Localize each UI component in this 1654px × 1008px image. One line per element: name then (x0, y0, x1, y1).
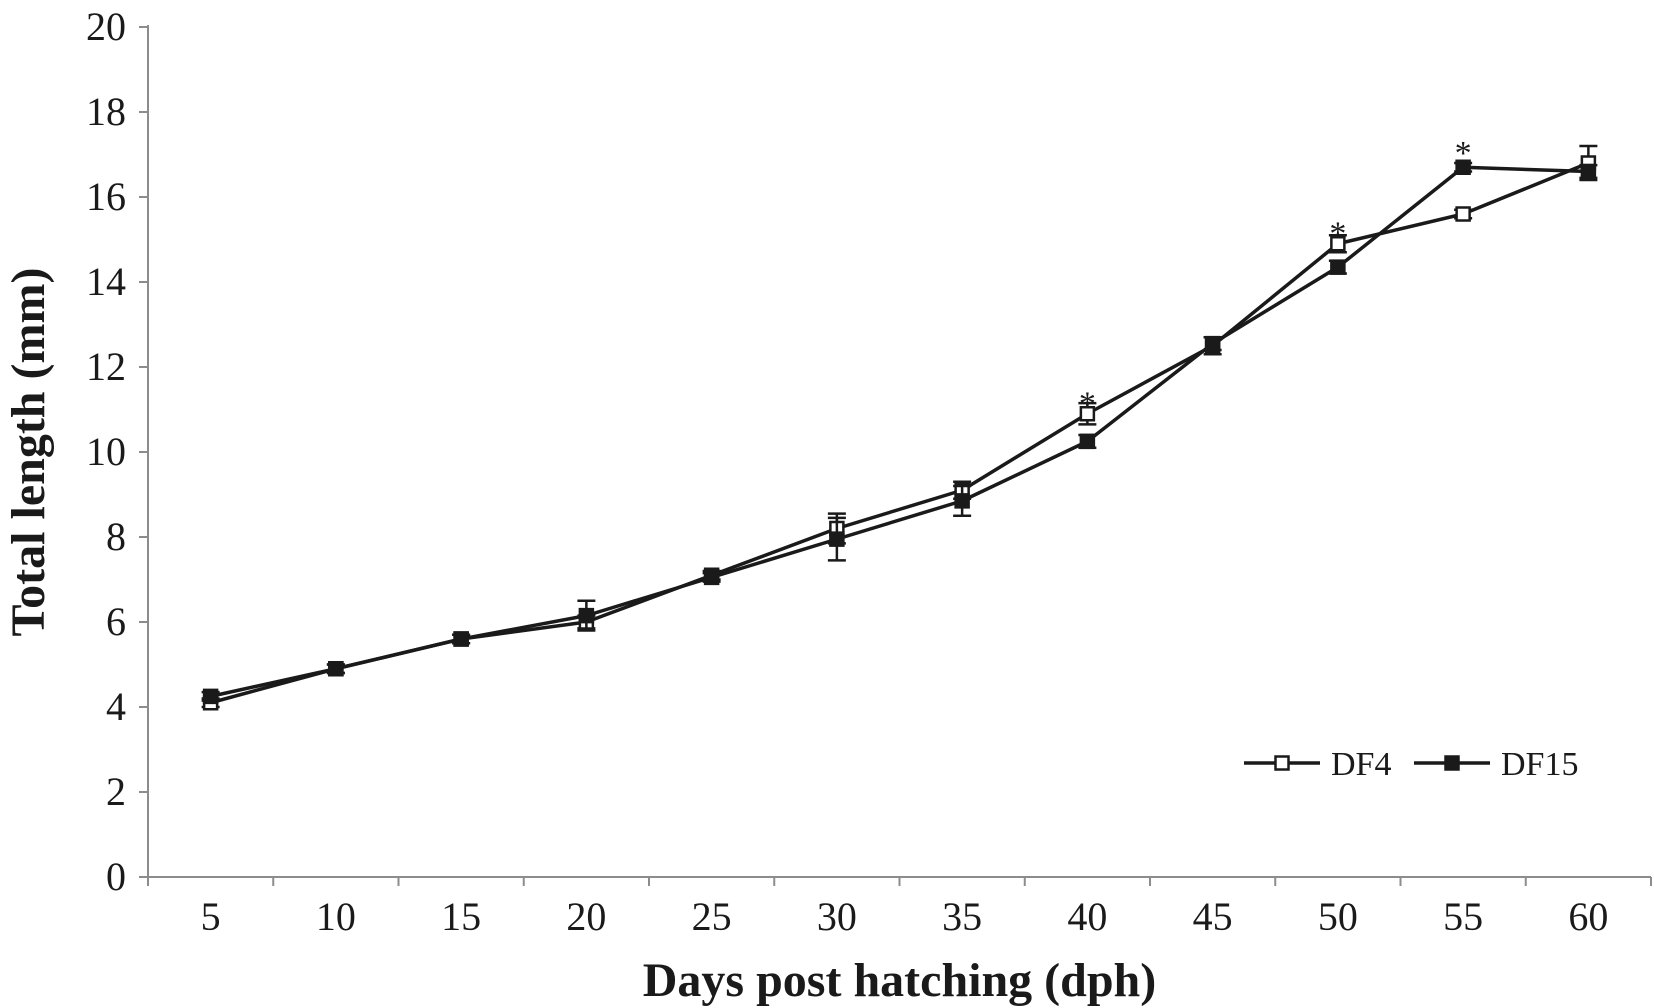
x-tick-label: 5 (201, 894, 221, 939)
data-point-df15 (1204, 335, 1221, 352)
series-line-df15 (210, 165, 1589, 699)
legend-label-df4: DF4 (1331, 746, 1391, 783)
significance-marker: * (1455, 135, 1472, 172)
significance-marker: * (1329, 216, 1346, 253)
y-tick-label: 6 (106, 599, 126, 644)
x-tick-label: 50 (1318, 894, 1358, 939)
legend-marker-df4 (1274, 755, 1290, 771)
x-axis-title: Days post hatching (dph) (643, 954, 1156, 1007)
y-axis-title: Total length (mm) (2, 268, 55, 637)
x-tick-label: 10 (316, 894, 356, 939)
x-tick-label: 40 (1067, 894, 1107, 939)
x-tick-label: 35 (942, 894, 982, 939)
x-tick-label: 45 (1193, 894, 1233, 939)
y-tick-label: 2 (106, 769, 126, 814)
y-tick-label: 20 (86, 4, 126, 49)
legend-label-df15: DF15 (1501, 746, 1578, 783)
data-point-df4 (1079, 406, 1096, 422)
y-tick-label: 10 (86, 429, 126, 474)
data-point-df15 (703, 569, 720, 586)
data-point-df15 (1455, 159, 1471, 175)
data-point-df4 (1330, 236, 1346, 252)
data-point-df4 (1455, 206, 1471, 222)
legend-marker-df15 (1444, 755, 1460, 771)
x-tick-label: 55 (1443, 894, 1483, 939)
data-point-df15 (453, 631, 469, 647)
x-tick-label: 30 (817, 894, 857, 939)
significance-marker: * (1079, 386, 1096, 423)
x-tick-label: 15 (441, 894, 481, 939)
y-tick-label: 16 (86, 174, 126, 219)
y-tick-label: 0 (106, 854, 126, 899)
x-tick-label: 25 (692, 894, 732, 939)
series-line-df4 (210, 161, 1590, 705)
x-tick-label: 20 (566, 894, 606, 939)
y-tick-label: 12 (86, 344, 126, 389)
data-point-df15 (1079, 433, 1096, 450)
data-point-df15 (202, 688, 219, 705)
data-point-df15 (1330, 259, 1346, 275)
data-point-df15 (954, 493, 970, 509)
y-tick-label: 4 (106, 684, 126, 729)
y-tick-label: 14 (86, 259, 126, 304)
data-point-df15 (829, 531, 845, 547)
data-point-df15 (1580, 163, 1597, 180)
x-tick-label: 60 (1568, 894, 1608, 939)
y-tick-label: 8 (106, 514, 126, 559)
y-tick-label: 18 (86, 89, 126, 134)
data-point-df15 (328, 661, 344, 677)
data-point-df15 (578, 607, 595, 624)
